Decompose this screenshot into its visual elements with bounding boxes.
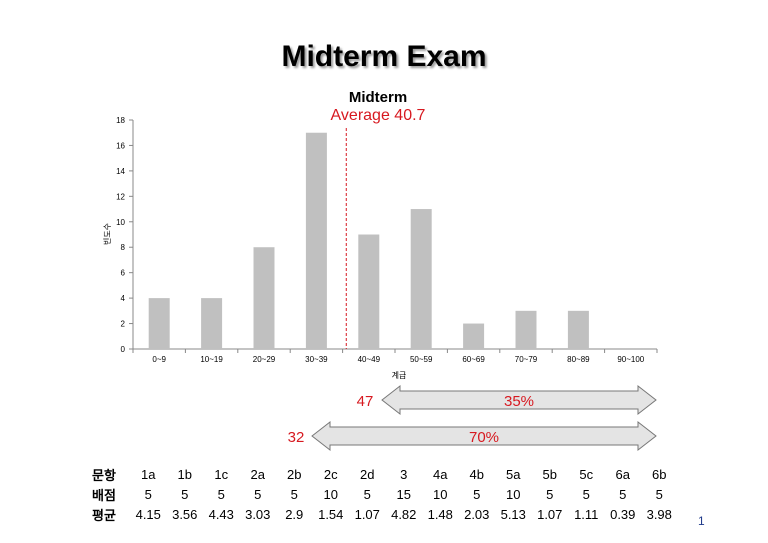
range-arrow: [311, 420, 657, 452]
points-cell: 10: [323, 486, 338, 502]
x-tick-label: 0~9: [152, 355, 166, 364]
x-tick-label: 10~19: [200, 355, 223, 364]
item-cell: 1a: [141, 466, 156, 482]
average-cell: 2.03: [464, 506, 490, 522]
item-cell: 4b: [469, 466, 484, 482]
item-cell: 6a: [615, 466, 630, 482]
average-cell: 4.43: [208, 506, 234, 522]
item-cell: 5b: [542, 466, 557, 482]
average-cell: 5.13: [500, 506, 526, 522]
bar: [515, 310, 537, 349]
bar: [463, 323, 485, 349]
average-cell: 1.07: [537, 506, 563, 522]
bar: [305, 132, 327, 349]
x-tick-label: 30~39: [305, 355, 328, 364]
average-cell: 3.98: [646, 506, 672, 522]
page-number: 1: [698, 514, 705, 528]
item-cell: 1b: [177, 466, 192, 482]
points-cell: 5: [217, 486, 225, 502]
table-row-points: 배점 5 5 5 5 5 10 5 15 10 5 10 5 5 5 5: [92, 484, 678, 504]
y-tick-label: 14: [116, 167, 125, 176]
y-tick-label: 18: [116, 116, 125, 125]
bar: [358, 234, 380, 349]
y-tick-label: 8: [121, 243, 126, 252]
y-tick-label: 2: [121, 320, 126, 329]
average-label: Average 40.7: [330, 107, 426, 124]
y-tick-label: 10: [116, 218, 125, 227]
average-cell: 1.48: [427, 506, 453, 522]
bar: [410, 209, 432, 349]
item-cell: 5c: [579, 466, 594, 482]
table-row-averages: 평균 4.15 3.56 4.43 3.03 2.9 1.54 1.07 4.82 1.48 2.…: [92, 504, 678, 524]
item-cell: 2b: [287, 466, 302, 482]
histogram-chart: 0 2 4 6 8 10 12 14 16 18 0~9 10~19 20~29 30~39 40~49 50…: [103, 116, 658, 452]
average-cell: 0.39: [610, 506, 636, 522]
average-cell: 1.07: [354, 506, 380, 522]
y-tick-label: 12: [116, 192, 125, 201]
bar: [567, 310, 589, 349]
points-cell: 5: [546, 486, 554, 502]
x-tick-label: 20~29: [253, 355, 276, 364]
points-cell: 5: [473, 486, 481, 502]
average-cell: 3.56: [172, 506, 198, 522]
x-tick-label: 40~49: [358, 355, 381, 364]
y-axis-label: 빈도수: [103, 223, 112, 245]
average-cell: 1.11: [574, 506, 599, 522]
y-tick-label: 6: [121, 269, 126, 278]
x-tick-label: 60~69: [462, 355, 485, 364]
points-cell: 5: [144, 486, 152, 502]
chart-title: Midterm: [348, 89, 408, 106]
row-header-points: 배점: [92, 487, 116, 503]
range-count-label: 47: [357, 393, 374, 410]
table-row-items: 문항 1a 1b 1c 2a 2b 2c 2d 3 4a 4b 5a 5b 5c 6a 6b: [92, 464, 678, 484]
item-cell: 3: [400, 466, 408, 482]
x-tick-label: 90~100: [617, 355, 644, 364]
points-cell: 10: [433, 486, 448, 502]
slide-title: Midterm Exam: [281, 40, 487, 73]
bar: [201, 298, 223, 349]
y-tick-label: 4: [121, 294, 126, 303]
bar: [148, 298, 170, 349]
row-header-items: 문항: [92, 467, 116, 483]
points-cell: 5: [254, 486, 262, 502]
points-cell: 5: [290, 486, 298, 502]
average-cell: 4.82: [391, 506, 417, 522]
range-percent-label: 35%: [504, 393, 534, 410]
average-cell: 3.03: [245, 506, 271, 522]
row-header-averages: 평균: [92, 507, 116, 523]
x-tick-label: 50~59: [410, 355, 433, 364]
x-tick-label: 80~89: [567, 355, 590, 364]
y-tick-label: 16: [116, 141, 125, 150]
average-cell: 1.54: [318, 506, 344, 522]
item-cell: 2d: [360, 466, 375, 482]
item-cell: 1c: [214, 466, 229, 482]
points-cell: 5: [181, 486, 189, 502]
range-arrow: [381, 384, 657, 416]
item-cell: 2a: [250, 466, 265, 482]
item-cell: 5a: [506, 466, 521, 482]
x-axis-label: 계급: [392, 370, 407, 380]
points-cell: 10: [506, 486, 521, 502]
average-cell: 4.15: [135, 506, 161, 522]
score-table: 문항 1a 1b 1c 2a 2b 2c 2d 3 4a 4b 5a 5b 5c 6a 6b 배점 5 5 5 5…: [92, 464, 678, 524]
y-tick-label: 0: [121, 345, 126, 354]
points-cell: 15: [396, 486, 411, 502]
points-cell: 5: [619, 486, 627, 502]
x-tick-label: 70~79: [515, 355, 538, 364]
item-cell: 4a: [433, 466, 448, 482]
points-cell: 5: [655, 486, 663, 502]
points-cell: 5: [363, 486, 371, 502]
item-cell: 6b: [652, 466, 667, 482]
item-cell: 2c: [323, 466, 338, 482]
average-cell: 2.9: [285, 506, 304, 522]
range-percent-label: 70%: [469, 429, 499, 446]
range-count-label: 32: [288, 429, 305, 446]
points-cell: 5: [582, 486, 590, 502]
bar: [253, 247, 275, 349]
